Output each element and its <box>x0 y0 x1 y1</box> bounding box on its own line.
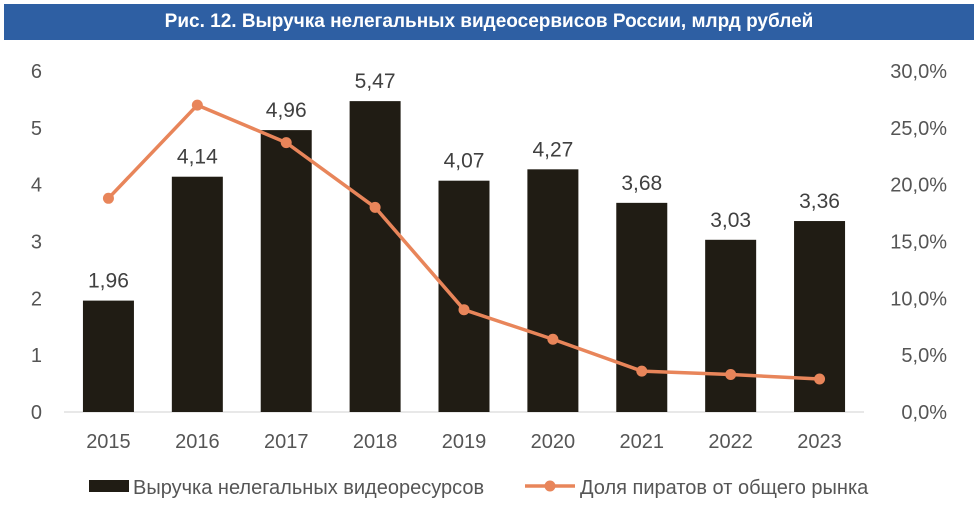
pirate-share-point-2018 <box>369 201 381 213</box>
legend-swatch-share-marker <box>544 480 556 492</box>
bar-2020 <box>527 169 579 412</box>
y-left-tick-5: 5 <box>31 118 42 140</box>
bar-label-2017: 4,96 <box>266 99 307 122</box>
x-tick-2019: 2019 <box>442 431 487 453</box>
pirate-share-point-2016 <box>191 99 203 111</box>
y-left-tick-1: 1 <box>31 345 42 367</box>
bar-label-2021: 3,68 <box>621 172 662 195</box>
bar-label-2023: 3,36 <box>799 190 840 213</box>
bar-2018 <box>349 101 401 412</box>
x-tick-2020: 2020 <box>531 431 576 453</box>
bar-2015 <box>82 300 134 412</box>
legend-swatch-revenue <box>89 480 129 492</box>
pirate-share-point-2021 <box>636 365 648 377</box>
bar-2019 <box>438 180 490 412</box>
bar-label-2019: 4,07 <box>444 150 485 173</box>
bar-label-2015: 1,96 <box>88 270 129 293</box>
bar-2017 <box>260 130 312 412</box>
bar-label-2020: 4,27 <box>532 138 573 161</box>
pirate-share-point-2019 <box>458 304 470 316</box>
legend-label-share: Доля пиратов от общего рынка <box>580 477 869 499</box>
bar-2022 <box>705 239 757 412</box>
y-right-tick-15,0%: 15,0% <box>890 232 947 254</box>
y-left-tick-0: 0 <box>31 402 42 424</box>
pirate-share-point-2022 <box>725 368 737 380</box>
y-right-tick-5,0%: 5,0% <box>901 345 947 367</box>
x-tick-2018: 2018 <box>353 431 398 453</box>
y-left-tick-3: 3 <box>31 232 42 254</box>
y-left-tick-2: 2 <box>31 288 42 310</box>
chart-title: Рис. 12. Выручка нелегальных видеосервис… <box>4 4 974 40</box>
y-right-tick-10,0%: 10,0% <box>890 288 947 310</box>
x-tick-2017: 2017 <box>264 431 309 453</box>
pirate-share-point-2020 <box>547 333 559 345</box>
pirate-share-point-2015 <box>102 192 114 204</box>
x-tick-2016: 2016 <box>175 431 220 453</box>
bar-2021 <box>616 202 668 412</box>
y-right-tick-30,0%: 30,0% <box>890 61 947 83</box>
bar-label-2018: 5,47 <box>355 70 396 93</box>
pirate-share-point-2023 <box>814 373 826 385</box>
x-tick-2015: 2015 <box>86 431 131 453</box>
bar-label-2016: 4,14 <box>177 146 218 169</box>
x-tick-2021: 2021 <box>620 431 665 453</box>
bar-2016 <box>171 176 223 412</box>
y-right-tick-0,0%: 0,0% <box>901 402 947 424</box>
y-right-tick-25,0%: 25,0% <box>890 118 947 140</box>
bar-label-2022: 3,03 <box>710 209 751 232</box>
pirate-share-point-2017 <box>280 137 292 149</box>
y-left-tick-4: 4 <box>31 175 42 197</box>
y-right-tick-20,0%: 20,0% <box>890 175 947 197</box>
x-tick-2023: 2023 <box>797 431 842 453</box>
x-tick-2022: 2022 <box>708 431 753 453</box>
y-left-tick-6: 6 <box>31 61 42 83</box>
legend-label-revenue: Выручка нелегальных видеоресурсов <box>133 477 484 499</box>
